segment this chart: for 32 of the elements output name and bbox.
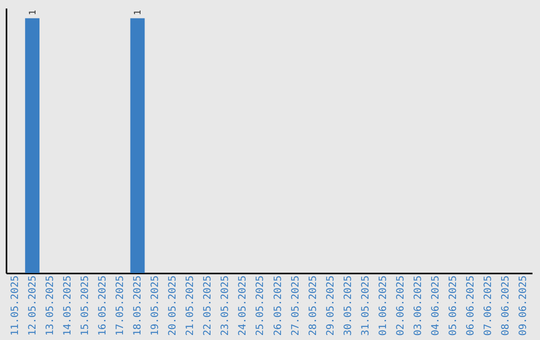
x-tick-label: 27.05.2025 bbox=[290, 276, 302, 336]
x-tick-label: 01.06.2025 bbox=[378, 276, 389, 336]
x-tick-label: 19.05.2025 bbox=[150, 276, 162, 336]
data-label: 1 bbox=[134, 10, 144, 16]
x-tick-label: 13.05.2025 bbox=[44, 276, 56, 336]
x-tick-label: 07.06.2025 bbox=[483, 276, 494, 336]
x-tick-label: 17.05.2025 bbox=[114, 276, 126, 336]
x-tick-label: 14.05.2025 bbox=[62, 276, 74, 336]
x-tick-label: 18.05.2025 bbox=[132, 276, 144, 336]
x-tick-label: 12.05.2025 bbox=[27, 276, 38, 336]
x-tick-label: 28.05.2025 bbox=[308, 276, 319, 336]
x-tick-label: 02.06.2025 bbox=[396, 276, 406, 336]
x-tick-label: 20.05.2025 bbox=[168, 276, 179, 336]
x-tick-label: 26.05.2025 bbox=[272, 276, 284, 336]
x-tick-label: 04.06.2025 bbox=[430, 276, 442, 336]
x-tick-label: 06.06.2025 bbox=[466, 276, 477, 336]
x-tick-label: 31.05.2025 bbox=[360, 276, 372, 336]
x-tick-label: 15.05.2025 bbox=[80, 276, 91, 336]
x-tick-label: 16.05.2025 bbox=[97, 276, 108, 336]
x-tick-label: 05.06.2025 bbox=[448, 276, 460, 336]
x-tick-label: 29.05.2025 bbox=[325, 276, 336, 336]
data-label: 1 bbox=[28, 10, 38, 16]
x-tick-label: 08.06.2025 bbox=[500, 276, 512, 336]
x-tick-label: 30.05.2025 bbox=[342, 276, 354, 336]
x-tick-label: 25.05.2025 bbox=[255, 276, 266, 336]
x-tick-label: 22.05.2025 bbox=[202, 276, 214, 336]
x-tick-label: 11.05.2025 bbox=[10, 276, 21, 336]
x-tick-label: 23.05.2025 bbox=[220, 276, 232, 336]
x-tick-label: 24.05.2025 bbox=[238, 276, 249, 336]
x-tick-label: 21.05.2025 bbox=[185, 276, 196, 336]
x-tick-label: 03.06.2025 bbox=[413, 276, 424, 336]
x-tick-label: 09.06.2025 bbox=[518, 276, 530, 336]
